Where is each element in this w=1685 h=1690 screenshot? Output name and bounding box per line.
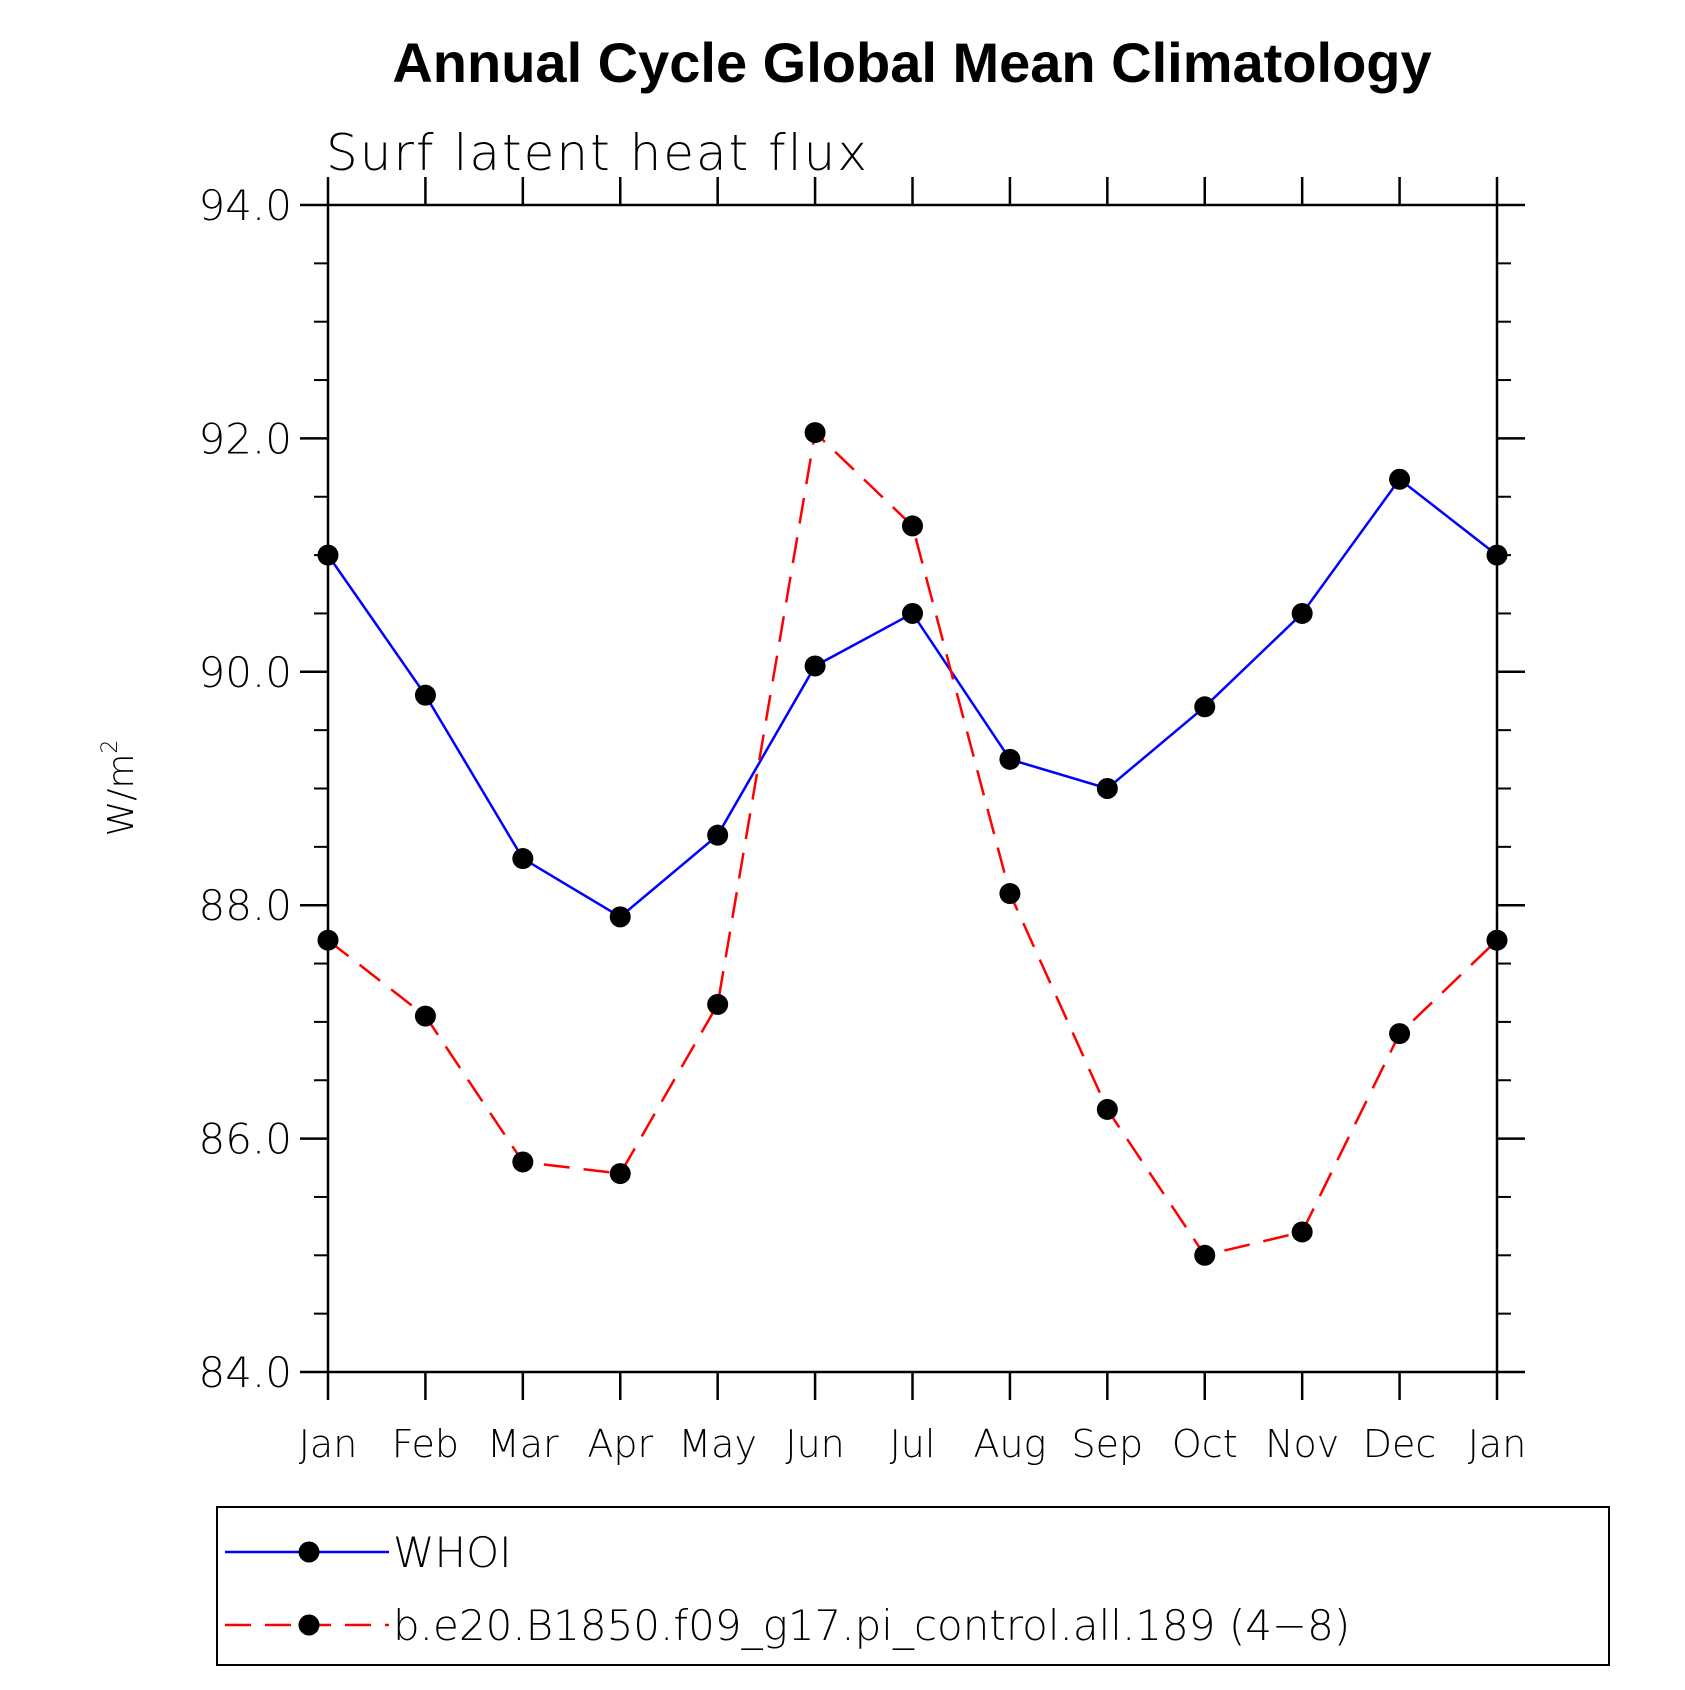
y-tick-label: 92.0: [198, 414, 292, 463]
x-tick-label: Sep: [1072, 1422, 1144, 1466]
axes: 84.0 86.0 88.0 90.0 92.0 94.0 Jan Feb Mar Apr May J…: [98, 177, 1526, 1466]
x-tick-label: Jun: [785, 1422, 844, 1466]
legend-label: WHOI: [393, 1528, 512, 1577]
data-point: [1291, 1221, 1313, 1243]
legend-marker: [298, 1614, 320, 1636]
y-axis-label: W/m2: [98, 740, 142, 837]
chart-subtitle: Surf latent heat flux: [326, 124, 869, 182]
x-tick-label: Dec: [1363, 1422, 1437, 1466]
data-point: [1096, 1098, 1118, 1120]
data-point: [1194, 1244, 1216, 1266]
x-tick-label: Apr: [587, 1422, 653, 1466]
y-tick-label: 88.0: [198, 881, 292, 930]
chart-title: Annual Cycle Global Mean Climatology: [392, 31, 1431, 94]
data-point: [1389, 1023, 1411, 1045]
series-line: [327, 430, 1498, 1257]
data-point: [999, 748, 1021, 770]
data-point: [902, 515, 923, 537]
series-0: [317, 468, 1508, 928]
data-point: [1486, 929, 1508, 951]
data-point: [707, 824, 729, 846]
series-1: [317, 422, 1508, 1266]
legend-box: [216, 1506, 1610, 1666]
data-point: [317, 544, 339, 566]
data-point: [512, 848, 534, 870]
x-tick-label: Jan: [299, 1422, 358, 1466]
y-axis-label-base: W/m: [101, 754, 142, 837]
x-tick-label: May: [678, 1422, 757, 1466]
data-point: [804, 422, 826, 444]
plot-frame: [326, 203, 1499, 1374]
data-point: [317, 929, 339, 951]
data-point: [1194, 696, 1216, 718]
data-point: [1486, 544, 1508, 566]
y-axis-label-superscript: 2: [98, 740, 123, 754]
data-point: [902, 602, 923, 624]
y-tick-label: 86.0: [198, 1115, 292, 1164]
data-point: [1291, 602, 1313, 624]
data-point: [1096, 778, 1118, 799]
data-point: [512, 1151, 534, 1173]
data-point: [1389, 468, 1411, 490]
x-tick-label: Feb: [392, 1422, 459, 1466]
data-point: [804, 655, 826, 677]
x-tick-label: Nov: [1265, 1422, 1339, 1466]
x-tick-label: Oct: [1172, 1422, 1238, 1466]
x-tick-label: Mar: [487, 1422, 559, 1466]
y-tick-label: 94.0: [198, 181, 292, 230]
data-point: [999, 883, 1021, 905]
series-layer: [317, 422, 1508, 1266]
y-tick-label: 90.0: [198, 648, 292, 697]
legend-label: b.e20.B1850.f09_g17.pi_control.all.189 (…: [393, 1601, 1350, 1650]
x-tick-label: Jul: [890, 1422, 936, 1466]
data-point: [414, 684, 436, 706]
data-point: [609, 1163, 631, 1185]
data-point: [707, 993, 729, 1015]
x-tick-label: Jan: [1468, 1422, 1527, 1466]
series-line: [326, 477, 1498, 919]
legend: WHOI b.e20.B1850.f09_g17.pi_control.all.1…: [216, 1506, 1610, 1666]
data-point: [609, 906, 631, 928]
x-tick-label: Aug: [973, 1422, 1046, 1466]
y-tick-label: 84.0: [198, 1348, 292, 1397]
data-point: [414, 1005, 436, 1027]
legend-marker: [298, 1541, 320, 1563]
